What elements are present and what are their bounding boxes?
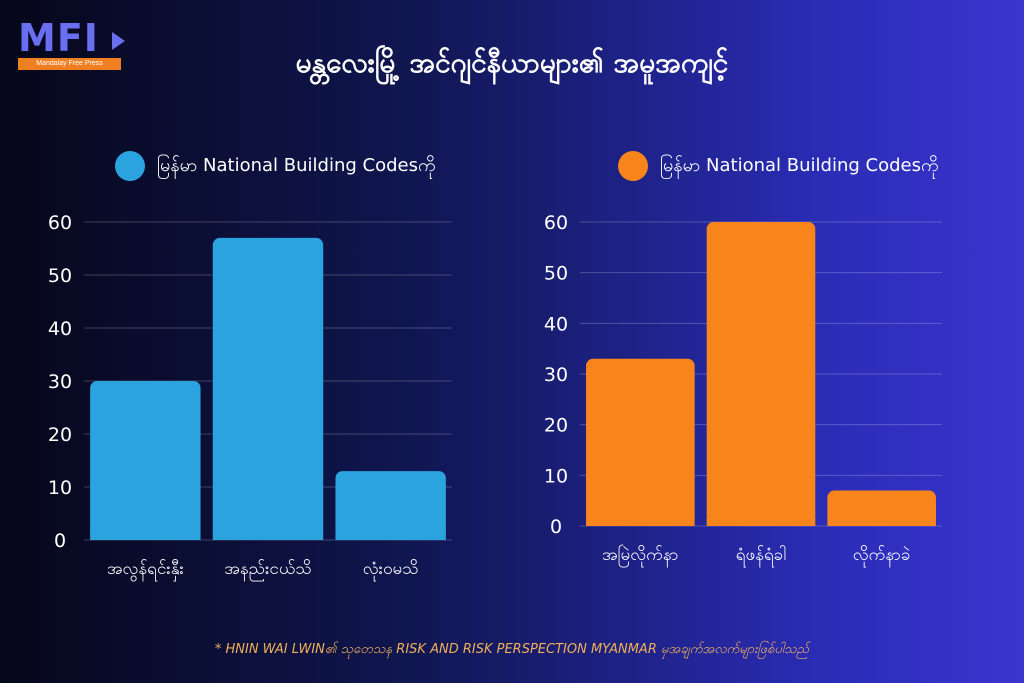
bar-base <box>90 532 201 540</box>
y-tick-label: 40 <box>544 313 568 335</box>
legend-swatch-left <box>115 151 145 181</box>
y-tick-label: 20 <box>544 415 568 437</box>
legend-swatch-right <box>618 151 648 181</box>
y-tick-label: 60 <box>544 212 568 234</box>
bar-base <box>335 532 446 540</box>
bar-3 <box>827 490 936 526</box>
bar-1 <box>586 358 695 526</box>
x-tick-label: ရံဖန်ရံခါ <box>736 544 787 568</box>
play-arrow-icon <box>112 32 125 50</box>
chart-left: 0 10 20 30 40 50 60 အလွန်ရင်းနှီး အနည်းငယ်သိ လုံး… <box>30 200 470 590</box>
y-tick-label: 30 <box>48 371 72 393</box>
bar-base <box>586 518 695 526</box>
chart-svg: 0 10 20 30 40 50 60 အလွန်ရင်းနှီး အနည်းငယ်သိ လုံး… <box>48 212 452 582</box>
chart-svg: 0 10 20 30 40 50 60 အမြဲလိုက်နာ ရံဖန်ရံခါ လိုက်နာ… <box>544 212 942 568</box>
legend-label-right: မြန်မာ National Building Codesကို <box>660 154 939 176</box>
page-title: မန္တလေးမြို့ အင်ဂျင်နီယာများ၏ အမူအကျင့် <box>295 46 729 79</box>
bar-1 <box>90 381 201 540</box>
logo-text: MFI <box>18 16 99 60</box>
y-tick-label: 0 <box>54 530 66 552</box>
logo-tagline: Mandalay Free Press <box>18 58 121 70</box>
y-tick-label: 60 <box>48 212 72 234</box>
y-tick-label: 50 <box>544 263 568 285</box>
x-tick-label: လုံးဝမသိ <box>363 559 419 582</box>
bar-2 <box>212 237 324 540</box>
y-tick-label: 40 <box>48 318 72 340</box>
y-tick-label: 30 <box>544 364 568 386</box>
legend-right: မြန်မာ National Building Codesကို <box>618 148 939 184</box>
bar-base <box>706 518 816 526</box>
bar-base <box>212 532 324 540</box>
y-tick-label: 10 <box>48 477 72 499</box>
chart-right: 0 10 20 30 40 50 60 အမြဲလိုက်နာ ရံဖန်ရံခါ လိုက်နာ… <box>530 200 970 590</box>
bar-3 <box>335 471 446 540</box>
bar-2 <box>706 222 816 526</box>
source-footnote: * HNIN WAI LWIN၏ သုတေသန RISK AND RISK PE… <box>214 642 810 657</box>
legend-left: မြန်မာ National Building Codesကို <box>115 148 436 184</box>
y-tick-label: 10 <box>544 465 568 487</box>
x-tick-label: လိုက်နာခဲ <box>853 545 911 568</box>
bar-base <box>827 518 936 526</box>
legend-label-left: မြန်မာ National Building Codesကို <box>157 154 436 176</box>
y-tick-label: 0 <box>550 516 562 538</box>
y-tick-label: 20 <box>48 424 72 446</box>
y-tick-label: 50 <box>48 265 72 287</box>
x-tick-label: အနည်းငယ်သိ <box>224 559 312 582</box>
x-tick-label: အမြဲလိုက်နာ <box>602 544 679 568</box>
mfi-logo: MFI Mandalay Free Press <box>18 18 128 70</box>
x-tick-label: အလွန်ရင်းနှီး <box>107 559 184 582</box>
